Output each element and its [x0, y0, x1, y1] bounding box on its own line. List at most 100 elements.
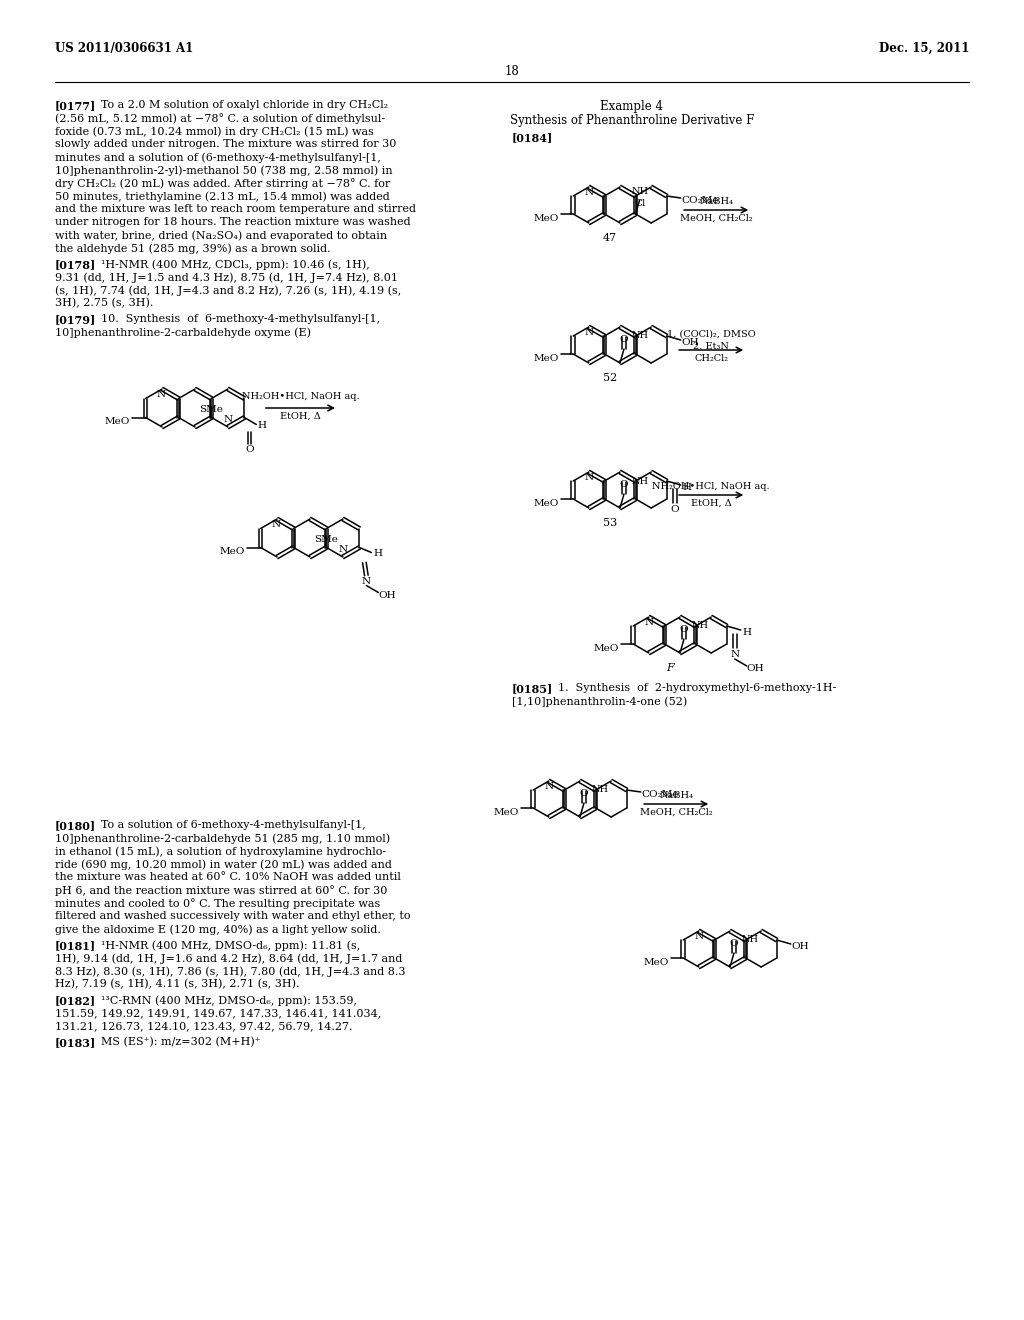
- Text: 52: 52: [603, 374, 617, 383]
- Text: under nitrogen for 18 hours. The reaction mixture was washed: under nitrogen for 18 hours. The reactio…: [55, 216, 411, 227]
- Text: [1,10]phenanthrolin-4-one (52): [1,10]phenanthrolin-4-one (52): [512, 696, 687, 706]
- Text: (s, 1H), 7.74 (dd, 1H, J=4.3 and 8.2 Hz), 7.26 (s, 1H), 4.19 (s,: (s, 1H), 7.74 (dd, 1H, J=4.3 and 8.2 Hz)…: [55, 285, 401, 296]
- Text: Hz), 7.19 (s, 1H), 4.11 (s, 3H), 2.71 (s, 3H).: Hz), 7.19 (s, 1H), 4.11 (s, 3H), 2.71 (s…: [55, 979, 299, 990]
- Text: US 2011/0306631 A1: US 2011/0306631 A1: [55, 42, 194, 55]
- Text: H: H: [683, 483, 692, 492]
- Text: MeO: MeO: [219, 548, 245, 557]
- Text: NH: NH: [741, 936, 759, 945]
- Text: 131.21, 126.73, 124.10, 123.43, 97.42, 56.79, 14.27.: 131.21, 126.73, 124.10, 123.43, 97.42, 5…: [55, 1020, 352, 1031]
- Text: O: O: [671, 506, 679, 513]
- Text: H: H: [257, 421, 266, 430]
- Text: MS (ES⁺): m/z=302 (M+H)⁺: MS (ES⁺): m/z=302 (M+H)⁺: [101, 1038, 260, 1047]
- Text: [0184]: [0184]: [512, 132, 553, 143]
- Text: 10]phenanthrolin-2-yl)-methanol 50 (738 mg, 2.58 mmol) in: 10]phenanthrolin-2-yl)-methanol 50 (738 …: [55, 165, 392, 176]
- Text: MeO: MeO: [104, 417, 130, 426]
- Text: the mixture was heated at 60° C. 10% NaOH was added until: the mixture was heated at 60° C. 10% NaO…: [55, 873, 400, 882]
- Text: 53: 53: [603, 517, 617, 528]
- Text: ¹H-NMR (400 MHz, CDCl₃, ppm): 10.46 (s, 1H),: ¹H-NMR (400 MHz, CDCl₃, ppm): 10.46 (s, …: [101, 259, 370, 269]
- Text: 1H), 9.14 (dd, 1H, J=1.6 and 4.2 Hz), 8.64 (dd, 1H, J=1.7 and: 1H), 9.14 (dd, 1H, J=1.6 and 4.2 Hz), 8.…: [55, 953, 402, 964]
- Text: with water, brine, dried (Na₂SO₄) and evaporated to obtain: with water, brine, dried (Na₂SO₄) and ev…: [55, 230, 387, 240]
- Text: filtered and washed successively with water and ethyl ether, to: filtered and washed successively with wa…: [55, 911, 411, 921]
- Text: NaBH₄: NaBH₄: [659, 791, 693, 800]
- Text: NH: NH: [692, 622, 709, 631]
- Text: 10]phenanthroline-2-carbaldehyde 51 (285 mg, 1.10 mmol): 10]phenanthroline-2-carbaldehyde 51 (285…: [55, 833, 390, 843]
- Text: NH₂OH•HCl, NaOH aq.: NH₂OH•HCl, NaOH aq.: [242, 392, 359, 401]
- Text: OH: OH: [682, 338, 699, 347]
- Text: N: N: [223, 414, 232, 424]
- Text: [0183]: [0183]: [55, 1038, 96, 1048]
- Text: F: F: [667, 663, 674, 673]
- Text: O: O: [245, 446, 254, 454]
- Text: NH: NH: [632, 477, 649, 486]
- Text: N: N: [644, 618, 653, 627]
- Text: 47: 47: [603, 234, 617, 243]
- Text: 9.31 (dd, 1H, J=1.5 and 4.3 Hz), 8.75 (d, 1H, J=7.4 Hz), 8.01: 9.31 (dd, 1H, J=1.5 and 4.3 Hz), 8.75 (d…: [55, 272, 398, 282]
- Text: the aldehyde 51 (285 mg, 39%) as a brown solid.: the aldehyde 51 (285 mg, 39%) as a brown…: [55, 243, 331, 253]
- Text: [0180]: [0180]: [55, 820, 96, 832]
- Text: (2.56 mL, 5.12 mmol) at −78° C. a solution of dimethylsul-: (2.56 mL, 5.12 mmol) at −78° C. a soluti…: [55, 114, 385, 124]
- Text: give the aldoxime E (120 mg, 40%) as a light yellow solid.: give the aldoxime E (120 mg, 40%) as a l…: [55, 924, 381, 935]
- Text: in ethanol (15 mL), a solution of hydroxylamine hydrochlo-: in ethanol (15 mL), a solution of hydrox…: [55, 846, 386, 857]
- Text: minutes and cooled to 0° C. The resulting precipitate was: minutes and cooled to 0° C. The resultin…: [55, 898, 380, 909]
- Text: N: N: [545, 781, 553, 791]
- Text: minutes and a solution of (6-methoxy-4-methylsulfanyl-[1,: minutes and a solution of (6-methoxy-4-m…: [55, 152, 381, 162]
- Text: CO₂Me: CO₂Me: [682, 195, 719, 205]
- Text: N: N: [271, 520, 281, 529]
- Text: EtOH, Δ: EtOH, Δ: [691, 499, 731, 508]
- Text: MeO: MeO: [644, 958, 670, 968]
- Text: OH: OH: [792, 942, 809, 950]
- Text: O: O: [620, 480, 629, 488]
- Text: H: H: [374, 549, 382, 558]
- Text: MeO: MeO: [594, 644, 620, 653]
- Text: ride (690 mg, 10.20 mmol) in water (20 mL) was added and: ride (690 mg, 10.20 mmol) in water (20 m…: [55, 859, 392, 870]
- Text: To a 2.0 M solution of oxalyl chloride in dry CH₂Cl₂: To a 2.0 M solution of oxalyl chloride i…: [101, 100, 388, 110]
- Text: [0185]: [0185]: [512, 682, 553, 694]
- Text: N: N: [361, 578, 371, 586]
- Text: 10]phenanthroline-2-carbaldehyde oxyme (E): 10]phenanthroline-2-carbaldehyde oxyme (…: [55, 327, 311, 338]
- Text: EtOH, Δ: EtOH, Δ: [280, 412, 321, 421]
- Text: 18: 18: [505, 65, 519, 78]
- Text: N: N: [694, 932, 703, 941]
- Text: Synthesis of Phenanthroline Derivative F: Synthesis of Phenanthroline Derivative F: [510, 114, 755, 127]
- Text: 1. (COCl)₂, DMSO: 1. (COCl)₂, DMSO: [667, 330, 756, 339]
- Text: NaBH₄: NaBH₄: [699, 197, 733, 206]
- Text: Dec. 15, 2011: Dec. 15, 2011: [879, 42, 969, 55]
- Text: OH: OH: [746, 664, 764, 673]
- Text: MeOH, CH₂Cl₂: MeOH, CH₂Cl₂: [640, 808, 713, 817]
- Text: N: N: [585, 327, 593, 337]
- Text: MeO: MeO: [494, 808, 519, 817]
- Text: [0179]: [0179]: [55, 314, 96, 325]
- Text: N: N: [157, 389, 166, 399]
- Text: H: H: [742, 628, 752, 638]
- Text: SMe: SMe: [314, 535, 338, 544]
- Text: and the mixture was left to reach room temperature and stirred: and the mixture was left to reach room t…: [55, 205, 416, 214]
- Text: N: N: [338, 545, 347, 554]
- Text: [0177]: [0177]: [55, 100, 96, 111]
- Text: 10.  Synthesis  of  6-methoxy-4-methylsulfanyl-[1,: 10. Synthesis of 6-methoxy-4-methylsulfa…: [101, 314, 380, 323]
- Text: 8.3 Hz), 8.30 (s, 1H), 7.86 (s, 1H), 7.80 (dd, 1H, J=4.3 and 8.3: 8.3 Hz), 8.30 (s, 1H), 7.86 (s, 1H), 7.8…: [55, 966, 406, 977]
- Text: NH: NH: [632, 187, 649, 197]
- Text: CH₂Cl₂: CH₂Cl₂: [694, 354, 728, 363]
- Text: N: N: [730, 649, 739, 659]
- Text: MeO: MeO: [534, 354, 559, 363]
- Text: 1.  Synthesis  of  2-hydroxymethyl-6-methoxy-1H-: 1. Synthesis of 2-hydroxymethyl-6-methox…: [558, 682, 837, 693]
- Text: O: O: [680, 624, 688, 634]
- Text: pH 6, and the reaction mixture was stirred at 60° C. for 30: pH 6, and the reaction mixture was stirr…: [55, 884, 387, 896]
- Text: Cl: Cl: [634, 199, 645, 209]
- Text: MeO: MeO: [534, 499, 559, 508]
- Text: O: O: [730, 939, 738, 948]
- Text: [0178]: [0178]: [55, 259, 96, 271]
- Text: SMe: SMe: [200, 404, 223, 413]
- Text: OH: OH: [378, 590, 396, 599]
- Text: MeO: MeO: [534, 214, 559, 223]
- Text: O: O: [580, 789, 589, 799]
- Text: Example 4: Example 4: [600, 100, 664, 114]
- Text: O: O: [620, 335, 629, 345]
- Text: [0182]: [0182]: [55, 995, 96, 1006]
- Text: slowly added under nitrogen. The mixture was stirred for 30: slowly added under nitrogen. The mixture…: [55, 139, 396, 149]
- Text: 2. Et₃N: 2. Et₃N: [693, 342, 729, 351]
- Text: NH₂OH•HCl, NaOH aq.: NH₂OH•HCl, NaOH aq.: [652, 482, 770, 491]
- Text: 151.59, 149.92, 149.91, 149.67, 147.33, 146.41, 141.034,: 151.59, 149.92, 149.91, 149.67, 147.33, …: [55, 1008, 381, 1018]
- Text: To a solution of 6-methoxy-4-methylsulfanyl-[1,: To a solution of 6-methoxy-4-methylsulfa…: [101, 820, 366, 830]
- Text: dry CH₂Cl₂ (20 mL) was added. After stirring at −78° C. for: dry CH₂Cl₂ (20 mL) was added. After stir…: [55, 178, 390, 189]
